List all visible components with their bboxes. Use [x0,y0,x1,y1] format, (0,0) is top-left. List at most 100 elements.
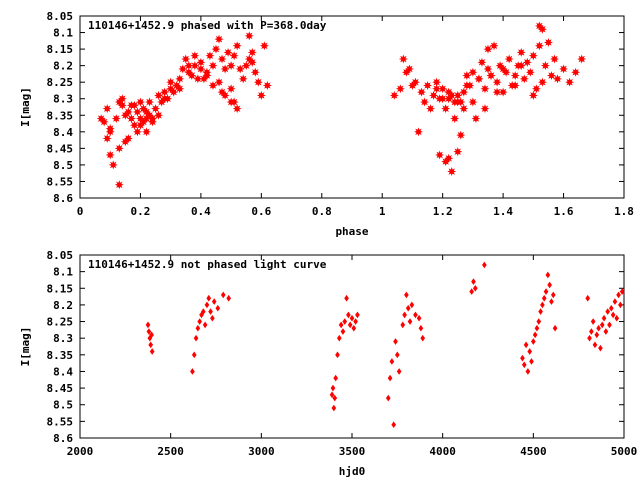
data-point [190,51,200,61]
data-point [108,160,118,170]
x-tick-label: 4500 [520,445,547,458]
data-point [545,271,551,279]
data-point [141,127,151,137]
data-point [587,334,592,342]
data-point [483,64,493,74]
data-point [603,328,609,335]
y-tick-label: 8.3 [53,93,73,106]
chart-title: 110146+1452.9 not phased light curve [88,258,327,271]
data-point [241,61,251,71]
y-tick-label: 8.35 [47,109,74,122]
data-point [395,351,400,359]
data-point [482,261,487,269]
data-point [528,90,538,100]
data-point [195,324,201,332]
data-point [453,90,463,100]
data-point [618,301,623,309]
data-point [459,87,469,97]
data-point [184,61,194,71]
data-point [208,80,218,90]
data-point [145,97,155,107]
data-point [510,71,520,81]
data-point [520,354,525,362]
data-point [215,304,221,312]
data-point [585,294,591,302]
data-point [462,71,472,81]
unphased-light-curve-chart: 2000 2500 3000 3500 4000 4500 5000 8.05 8.1 8.15 8… [19,249,637,478]
data-point [393,338,398,345]
data-point [429,90,439,100]
data-point [229,51,239,61]
data-point [232,104,242,114]
data-point [197,318,203,325]
x-tick-label: 1.6 [554,205,574,218]
data-point [531,338,536,345]
data-point [538,308,543,315]
data-point [610,311,616,319]
y-tick-label: 8.15 [47,43,74,56]
data-point [145,321,151,329]
data-point [99,117,109,127]
data-point [226,61,236,71]
data-point [202,71,212,81]
data-point [614,314,620,322]
data-point [423,80,433,90]
data-point [480,84,490,94]
data-point [413,311,418,319]
x-tick-label: 2000 [67,445,94,458]
data-point [149,348,155,355]
data-point [169,87,179,97]
data-point [330,384,336,392]
data-point [527,348,533,355]
y-axis-label: I[mag] [19,87,32,127]
data-point [105,127,115,137]
data-point [492,87,502,97]
data-point [438,94,448,104]
data-point [546,71,556,81]
data-series [96,31,272,190]
data-point [117,100,127,110]
data-point [247,57,257,67]
data-point [537,77,547,87]
data-point [418,324,424,332]
data-point [550,291,556,299]
data-point [202,321,208,329]
y-tick-label: 8.4 [53,365,73,378]
data-point [456,130,466,140]
data-point [175,84,185,94]
data-point [404,64,414,74]
data-point [389,358,395,365]
x-tick-label: 1.2 [433,205,453,218]
data-point [205,51,215,61]
data-point [404,291,409,299]
data-point [190,61,200,71]
data-point [543,288,549,295]
data-point [355,311,360,319]
data-point [210,314,215,322]
data-point [532,331,538,339]
data-point [175,74,185,84]
data-series [145,261,625,429]
data-point [450,114,460,124]
data-point [537,24,547,34]
plot-frame [79,254,625,439]
data-point [154,110,164,120]
x-tick-label: 3500 [339,445,366,458]
data-point [232,41,242,51]
data-point [226,84,236,94]
data-point [335,351,340,359]
data-point [250,67,260,77]
data-point [217,87,227,97]
data-point [480,104,490,114]
y-tick-label: 8.25 [47,316,74,329]
data-point [346,311,351,319]
data-series [389,21,587,177]
data-point [599,321,605,329]
data-point [400,321,406,329]
x-tick-label: 0.2 [131,205,151,218]
data-point [166,77,176,87]
data-point [608,304,614,312]
data-point [132,127,142,137]
x-tick-label: 1.4 [493,205,513,218]
data-point [409,301,415,309]
